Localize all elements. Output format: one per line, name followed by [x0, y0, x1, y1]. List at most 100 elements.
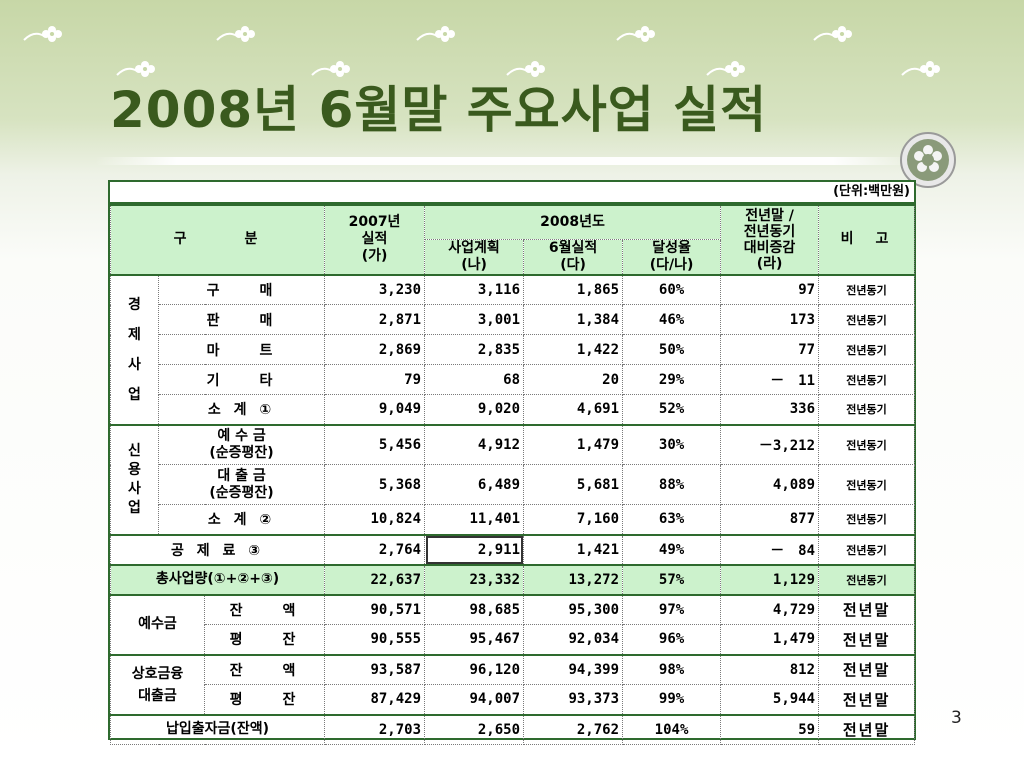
cell-remark: 전년동기 [818, 504, 916, 535]
cell-june: 1,479 [523, 424, 624, 465]
cell-june: 5,681 [523, 464, 624, 505]
cell-june: 2,762 [523, 714, 624, 745]
cell-prev-year: 2,764 [324, 534, 426, 565]
cell-change: 97 [720, 274, 820, 305]
header-june: 6월실적 (다) [523, 238, 624, 275]
group-econ-label: 경 제 사 업 [110, 274, 159, 425]
cell-rate: 30% [622, 424, 722, 465]
cell-june: 94,399 [523, 654, 624, 685]
cell-june: 93,373 [523, 684, 624, 715]
cell-remark: 전년동기 [818, 464, 916, 505]
cell-remark: 전년말 [818, 654, 916, 685]
cell-rate: 104% [622, 714, 722, 745]
row-label: 판 매 [157, 304, 326, 335]
row-label: 대 출 금 (순증평잔) [157, 464, 326, 505]
header-year-group: 2008년도 [424, 204, 722, 240]
flower-decoration-icon [416, 26, 455, 42]
title-underline [95, 157, 915, 165]
performance-table: 구 분 2007년 실적 (가) 2008년도 전년말 / 전년동기 대비증감 … [109, 204, 916, 745]
header-rate: 달성율 (다/나) [622, 238, 722, 275]
cell-plan: 2,650 [424, 714, 525, 745]
unit-note: (단위:백만원) [110, 182, 914, 204]
flower-decoration-icon [506, 61, 545, 77]
cell-remark: 전년말 [818, 684, 916, 715]
slide-title: 2008년 6월말 주요사업 실적 [110, 81, 768, 139]
cell-plan: 9,020 [424, 394, 525, 425]
cell-rate: 49% [622, 534, 722, 565]
row-label: 납입출자금(잔액) [109, 714, 326, 745]
cell-prev-year: 90,555 [324, 624, 426, 655]
cell-plan: 94,007 [424, 684, 525, 715]
flower-decoration-icon [616, 26, 655, 42]
group-loan-label: 상호금융 대출금 [110, 654, 205, 715]
cell-rate: 52% [622, 394, 722, 425]
cell-remark: 전년동기 [818, 364, 916, 395]
cell-remark: 전년동기 [818, 534, 916, 565]
row-label: 잔 액 [203, 594, 326, 625]
cell-june: 1,421 [523, 534, 624, 565]
cell-rate: 63% [622, 504, 722, 535]
row-label: 예 수 금 (순증평잔) [157, 424, 326, 465]
cell-remark: 전년동기 [818, 424, 916, 465]
cell-june: 7,160 [523, 504, 624, 535]
performance-table-frame: (단위:백만원) 구 분 2007년 실적 (가) 2008년도 전년말 / 전… [108, 180, 916, 745]
cell-change: 336 [720, 394, 820, 425]
cell-remark: 전년말 [818, 594, 916, 625]
cell-prev-year: 10,824 [324, 504, 426, 535]
cell-plan: 3,116 [424, 274, 525, 305]
cell-prev-year: 2,703 [324, 714, 426, 745]
row-label: 평 잔 [203, 684, 326, 715]
cell-rate: 29% [622, 364, 722, 395]
cell-plan-selected[interactable]: 2,911 [424, 534, 525, 565]
cell-rate: 57% [622, 564, 722, 595]
flower-decoration-icon [901, 61, 940, 77]
cell-remark: 전년동기 [818, 564, 916, 595]
cell-june: 13,272 [523, 564, 624, 595]
row-label: 평 잔 [203, 624, 326, 655]
cell-change: － 11 [720, 364, 820, 395]
cell-change: 5,944 [720, 684, 820, 715]
flower-decoration-icon [311, 61, 350, 77]
cell-plan: 4,912 [424, 424, 525, 465]
cell-prev-year: 5,368 [324, 464, 426, 505]
cell-prev-year: 3,230 [324, 274, 426, 305]
cell-change: 1,129 [720, 564, 820, 595]
row-label-total: 총사업량(①+②+③) [109, 564, 326, 595]
cell-june: 1,384 [523, 304, 624, 335]
cell-plan: 95,467 [424, 624, 525, 655]
cell-plan: 11,401 [424, 504, 525, 535]
cell-prev-year: 93,587 [324, 654, 426, 685]
cell-plan: 98,685 [424, 594, 525, 625]
cell-remark: 전년동기 [818, 274, 916, 305]
cell-change: 77 [720, 334, 820, 365]
cell-remark: 전년동기 [818, 334, 916, 365]
row-label: 잔 액 [203, 654, 326, 685]
cell-change: 59 [720, 714, 820, 745]
cell-june: 92,034 [523, 624, 624, 655]
cell-june: 1,422 [523, 334, 624, 365]
cell-prev-year: 87,429 [324, 684, 426, 715]
cell-plan: 68 [424, 364, 525, 395]
cell-rate: 60% [622, 274, 722, 305]
cell-plan: 2,835 [424, 334, 525, 365]
cell-rate: 97% [622, 594, 722, 625]
cell-prev-year: 90,571 [324, 594, 426, 625]
row-label: 공 제 료 ③ [109, 534, 326, 565]
cell-change: － 84 [720, 534, 820, 565]
cell-remark: 전년동기 [818, 394, 916, 425]
cell-change: 877 [720, 504, 820, 535]
cell-prev-year: 2,871 [324, 304, 426, 335]
cell-remark: 전년말 [818, 624, 916, 655]
row-label: 마 트 [157, 334, 326, 365]
flower-decoration-icon [813, 26, 852, 42]
cell-june: 1,865 [523, 274, 624, 305]
cell-change: 4,089 [720, 464, 820, 505]
row-label: 구 매 [157, 274, 326, 305]
header-remark: 비 고 [818, 204, 916, 275]
cell-prev-year: 2,869 [324, 334, 426, 365]
flower-decoration-icon [706, 61, 745, 77]
cell-remark: 전년동기 [818, 304, 916, 335]
cell-rate: 88% [622, 464, 722, 505]
cell-prev-year: 79 [324, 364, 426, 395]
flower-decoration-icon [23, 26, 62, 42]
